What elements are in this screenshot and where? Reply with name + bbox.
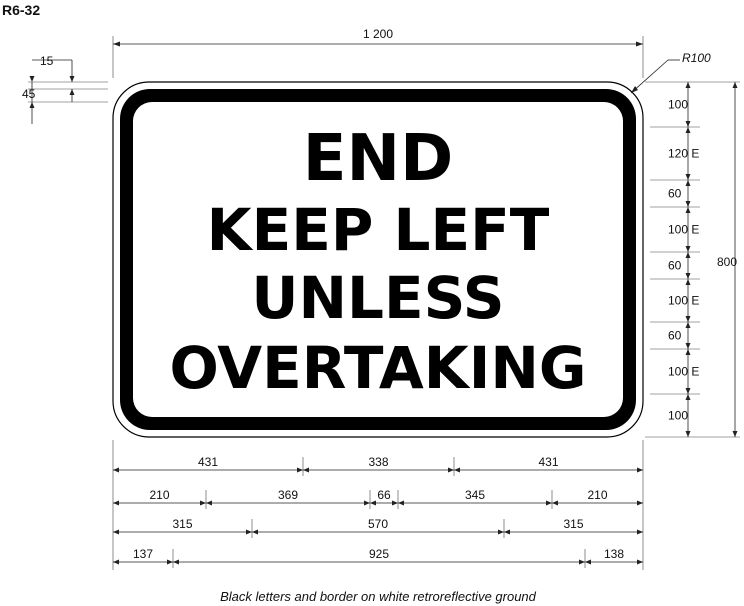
horizontal-dim-label: 137 (133, 547, 153, 561)
horizontal-dim-label: 925 (369, 547, 389, 561)
horizontal-dim-label: 570 (368, 517, 388, 531)
vertical-dim-label: 60 (668, 259, 682, 273)
horizontal-dim-label: 315 (563, 517, 583, 531)
vertical-dim-label: 100 E (668, 294, 699, 308)
horizontal-dim-label: 210 (149, 488, 169, 502)
overall-width-label: 1 200 (363, 27, 393, 41)
horizontal-dim-label: 431 (538, 455, 558, 469)
overall-width-dimension: 1 200 (112, 27, 644, 78)
border-width-label: 45 (22, 87, 36, 101)
vertical-dim-label: 100 (668, 98, 688, 112)
vertical-dim-label: 60 (668, 329, 682, 343)
horizontal-dim-label: 345 (465, 488, 485, 502)
horizontal-dim-label: 66 (377, 488, 391, 502)
sign-code: R6-32 (2, 2, 40, 18)
horizontal-dim-label: 369 (278, 488, 298, 502)
caption: Black letters and border on white retror… (220, 589, 537, 604)
vertical-dim-label: 100 E (668, 365, 699, 379)
vertical-dimensions: 100 120 E 60 100 E 60 100 E 60 100 E 100 800 (645, 81, 740, 438)
sign-line-keep-left: KEEP LEFT (207, 196, 550, 264)
horizontal-dim-label: 138 (604, 547, 624, 561)
sign-line-end: END (303, 122, 453, 196)
horizontal-dimensions: 431 338 431 210 369 66 345 210 315 570 315 137 925 13… (112, 440, 644, 570)
vertical-dim-label: 100 (668, 409, 688, 423)
horizontal-dim-label: 338 (368, 455, 388, 469)
border-thickness-dimension: 15 45 (22, 54, 108, 124)
corner-radius-label: R100 (682, 51, 711, 65)
vertical-dim-label: 60 (668, 187, 682, 201)
sign-ground (133, 102, 623, 417)
corner-radius-callout: R100 (630, 51, 711, 94)
border-outer-label: 15 (40, 54, 54, 68)
vertical-dim-label: 120 E (668, 147, 699, 161)
sign-line-unless: UNLESS (251, 264, 504, 332)
vertical-dim-label: 100 E (668, 223, 699, 237)
sign: END KEEP LEFT UNLESS OVERTAKING (112, 81, 644, 438)
sign-line-overtaking: OVERTAKING (170, 334, 587, 402)
overall-height-label: 800 (717, 255, 737, 269)
horizontal-dim-label: 315 (172, 517, 192, 531)
horizontal-dim-label: 431 (198, 455, 218, 469)
horizontal-dim-label: 210 (587, 488, 607, 502)
